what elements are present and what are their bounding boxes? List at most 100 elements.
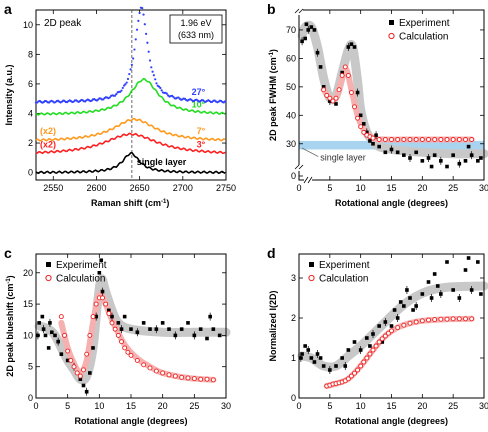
calculation-point [432, 137, 438, 142]
experiment-point [365, 336, 369, 340]
calculation-point [426, 137, 431, 142]
inner-title: 2D peak [44, 18, 82, 29]
y-axis-label: Normalized I(2D) [268, 290, 278, 361]
spectrum-point [108, 96, 111, 99]
spectrum-point [155, 82, 158, 85]
x-axis-label: Rotational angle (degrees) [335, 416, 448, 426]
experiment-point [318, 356, 323, 360]
experiment-point [380, 340, 385, 344]
experiment-point [358, 348, 363, 352]
legend-experiment-label: Experiment [56, 260, 107, 271]
experiment-point [99, 258, 104, 263]
spectrum-point [124, 83, 127, 86]
experiment-point [411, 308, 415, 312]
experiment-point [469, 288, 474, 292]
experiment-point [205, 336, 209, 341]
calculation-point [401, 137, 407, 142]
calculation-point [370, 347, 376, 353]
experiment-point [426, 156, 431, 160]
annotation-arrow [301, 147, 319, 157]
spectrum-point [129, 68, 132, 71]
y-tick-label: 2 [291, 313, 296, 323]
x-tick-label: 25 [448, 401, 458, 411]
spectrum-point [160, 89, 163, 92]
calculation-point [376, 137, 382, 142]
experiment-point [306, 28, 311, 32]
series-4-points [34, 6, 227, 104]
experiment-point [343, 364, 348, 368]
y-axis-label: Intensity (a.u.) [4, 64, 14, 125]
calculation-point [336, 87, 342, 93]
experiment-point [420, 292, 425, 296]
calculation-point [367, 351, 373, 357]
experiment-point [186, 321, 190, 325]
experiment-point [383, 150, 388, 155]
experiment-point [479, 156, 483, 160]
experiment-point [429, 164, 434, 169]
experiment-point [129, 327, 133, 331]
calculation-point [456, 137, 462, 142]
calculation-point [419, 318, 425, 324]
experiment-point [43, 333, 48, 338]
experiment-point [208, 314, 212, 319]
calculation-point [450, 137, 456, 142]
calculation-point [321, 87, 327, 93]
experiment-point [97, 270, 102, 275]
calculation-point [355, 115, 361, 121]
series-label: 7° [197, 126, 206, 136]
experiment-point [46, 346, 51, 350]
experiment-point [429, 296, 434, 300]
experiment-point [466, 256, 471, 260]
calculation-point [395, 325, 401, 331]
calculation-point [364, 355, 370, 361]
legend-calculation-marker [308, 274, 315, 282]
experiment-point [100, 289, 105, 294]
calculation-point [330, 98, 336, 104]
calculation-point [444, 137, 450, 142]
experiment-point [141, 321, 146, 325]
experiment-point [65, 358, 70, 363]
calculation-point [438, 137, 444, 142]
calculation-point [122, 345, 128, 351]
legend-calculation-marker [45, 274, 52, 282]
experiment-point [408, 296, 412, 300]
experiment-point [334, 364, 338, 368]
experiment-point [41, 327, 46, 331]
calculation-point [324, 92, 330, 98]
spectrum-point [150, 66, 153, 69]
calculation-point [345, 73, 351, 78]
calculation-point [103, 301, 109, 307]
spectrum-point [120, 89, 123, 92]
experiment-point [309, 356, 314, 360]
spectrum-point [135, 28, 139, 31]
experiment-point [420, 159, 425, 163]
experiment-point [88, 371, 92, 375]
series-scale-label: (x2) [40, 126, 56, 136]
experiment-point [368, 344, 372, 348]
calculation-point [463, 316, 468, 322]
calculation-point [348, 90, 354, 95]
x-tick-label: 5 [327, 183, 332, 193]
experiment-point [476, 159, 480, 163]
plot-frame [35, 9, 227, 181]
calculation-point [100, 295, 105, 301]
panel-label: c [4, 245, 12, 261]
calculation-point [370, 135, 376, 141]
experiment-point [346, 348, 351, 352]
spectrum-point [128, 72, 131, 76]
x-tick-label: 20 [417, 401, 427, 411]
experiment-point [377, 144, 381, 149]
y-axis-label: 2D peak FWHM (cm-1) [268, 49, 278, 141]
experiment-point [321, 85, 326, 89]
series-scale-label: (x2) [40, 139, 56, 149]
experiment-point [457, 296, 462, 300]
experiment-point [392, 308, 397, 312]
experiment-point [217, 333, 222, 338]
calculation-trend-band [320, 66, 475, 143]
y-tick-label: 10 [23, 20, 33, 30]
legend-calculation-label: Calculation [56, 274, 105, 285]
calculation-point [109, 320, 115, 326]
calculation-point [90, 314, 96, 320]
experiment-point [300, 39, 304, 44]
y-axis-label: 2D peak blueshift (cm-1) [5, 275, 15, 376]
